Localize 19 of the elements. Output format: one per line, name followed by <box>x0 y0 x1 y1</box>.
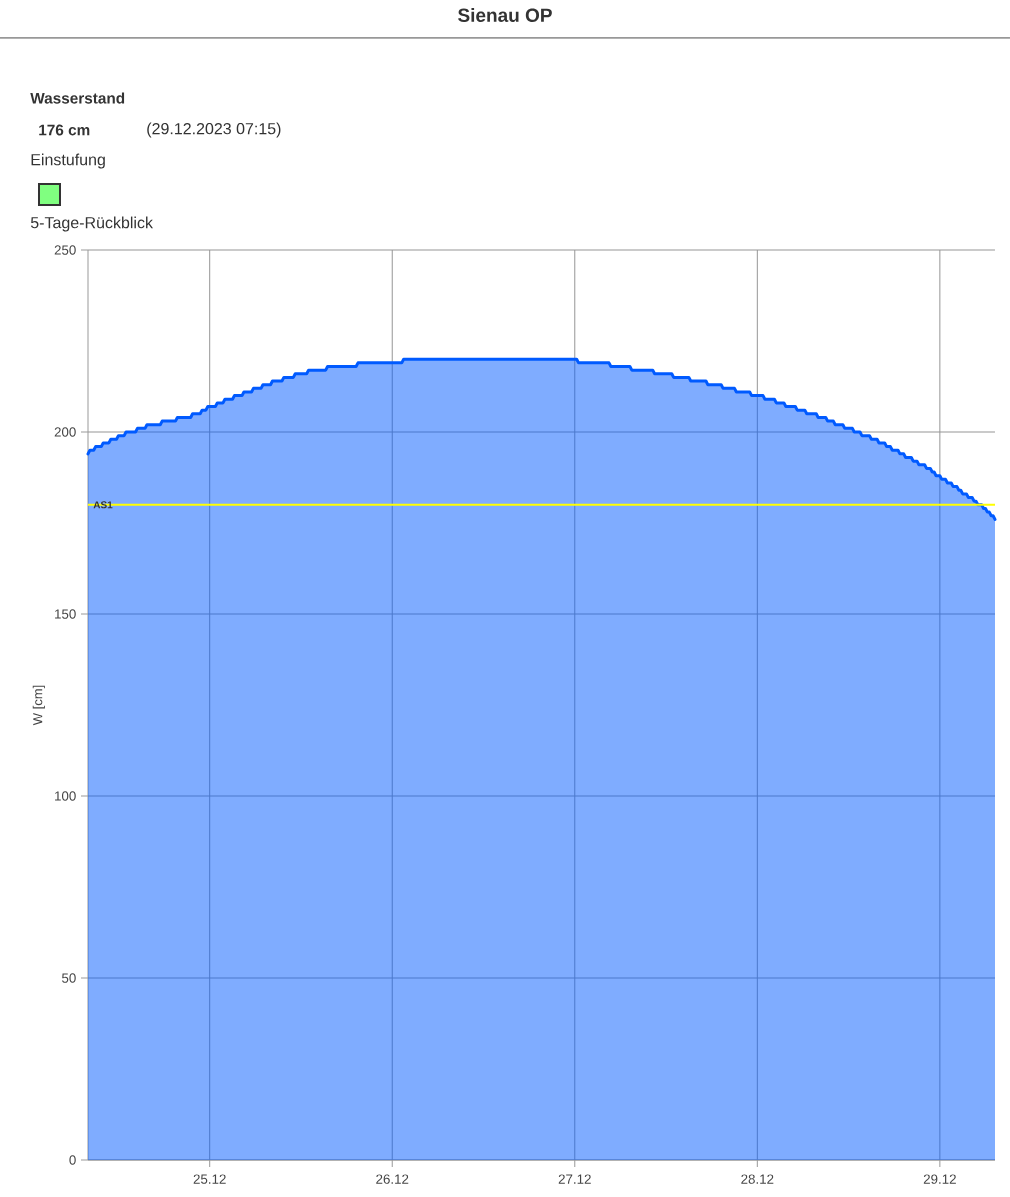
y-tick-label: 150 <box>55 609 76 619</box>
y-tick-label: 50 <box>62 973 76 983</box>
ref-line-label: AS1 <box>93 501 113 509</box>
x-tick-label: 28.12 <box>741 1174 774 1184</box>
chart-title: Sienau OP <box>458 8 552 22</box>
x-tick-label: 29.12 <box>923 1174 956 1184</box>
text: 176 cm <box>39 124 90 136</box>
y-tick-label: 250 <box>54 245 76 255</box>
x-tick-label: 27.12 <box>558 1174 591 1184</box>
x-tick-label: 26.12 <box>376 1174 409 1184</box>
text: Einstufung <box>31 153 105 169</box>
y-axis-title: W [cm] <box>32 685 45 726</box>
y-tick-label: 100 <box>55 791 76 801</box>
y-tick-label: 200 <box>54 427 76 437</box>
text: Wasserstand <box>30 92 125 104</box>
y-tick-label: 0 <box>69 1155 76 1165</box>
text: 5-Tage-Rückblick <box>30 216 153 232</box>
text: (29.12.2023 07:15) <box>147 122 281 138</box>
x-tick-label: 25.12 <box>193 1174 226 1184</box>
